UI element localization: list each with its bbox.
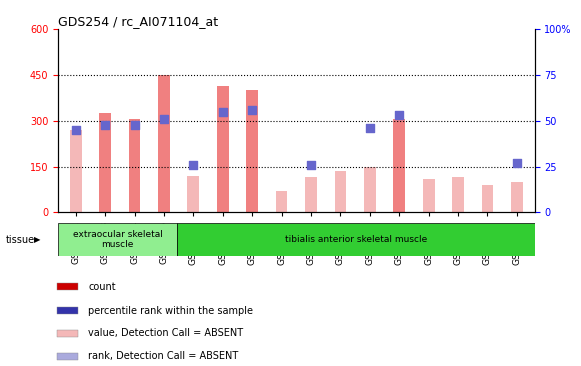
Point <box>189 162 198 168</box>
Bar <box>99 113 111 212</box>
Point <box>365 126 375 131</box>
Text: value, Detection Call = ABSENT: value, Detection Call = ABSENT <box>88 328 243 339</box>
Point <box>218 109 227 115</box>
Bar <box>58 223 177 256</box>
Text: percentile rank within the sample: percentile rank within the sample <box>88 306 253 315</box>
Bar <box>423 179 435 212</box>
Bar <box>511 182 523 212</box>
Text: extraocular skeletal
muscle: extraocular skeletal muscle <box>73 230 163 250</box>
Bar <box>57 307 78 314</box>
Text: tissue: tissue <box>6 235 35 245</box>
Bar <box>217 86 229 212</box>
Bar <box>57 353 78 359</box>
Bar <box>128 119 141 212</box>
Bar <box>482 185 493 212</box>
Bar <box>188 176 199 212</box>
Point <box>159 116 168 122</box>
Point <box>394 112 404 117</box>
Bar <box>158 75 170 212</box>
Bar <box>305 177 317 212</box>
Point <box>512 161 522 167</box>
Text: GDS254 / rc_AI071104_at: GDS254 / rc_AI071104_at <box>58 15 218 28</box>
Point <box>248 107 257 113</box>
Bar <box>364 167 376 212</box>
Text: rank, Detection Call = ABSENT: rank, Detection Call = ABSENT <box>88 351 239 361</box>
Point <box>101 122 110 128</box>
Text: ▶: ▶ <box>34 235 40 244</box>
Bar <box>335 171 346 212</box>
Point <box>71 127 80 133</box>
Bar <box>57 330 78 337</box>
Bar <box>452 177 464 212</box>
Bar <box>177 223 535 256</box>
Bar <box>57 284 78 290</box>
Point <box>306 162 315 168</box>
Bar <box>393 119 405 212</box>
Bar <box>70 130 81 212</box>
Text: count: count <box>88 282 116 292</box>
Text: tibialis anterior skeletal muscle: tibialis anterior skeletal muscle <box>285 235 427 244</box>
Bar <box>246 90 258 212</box>
Point <box>130 122 139 128</box>
Bar <box>276 191 288 212</box>
